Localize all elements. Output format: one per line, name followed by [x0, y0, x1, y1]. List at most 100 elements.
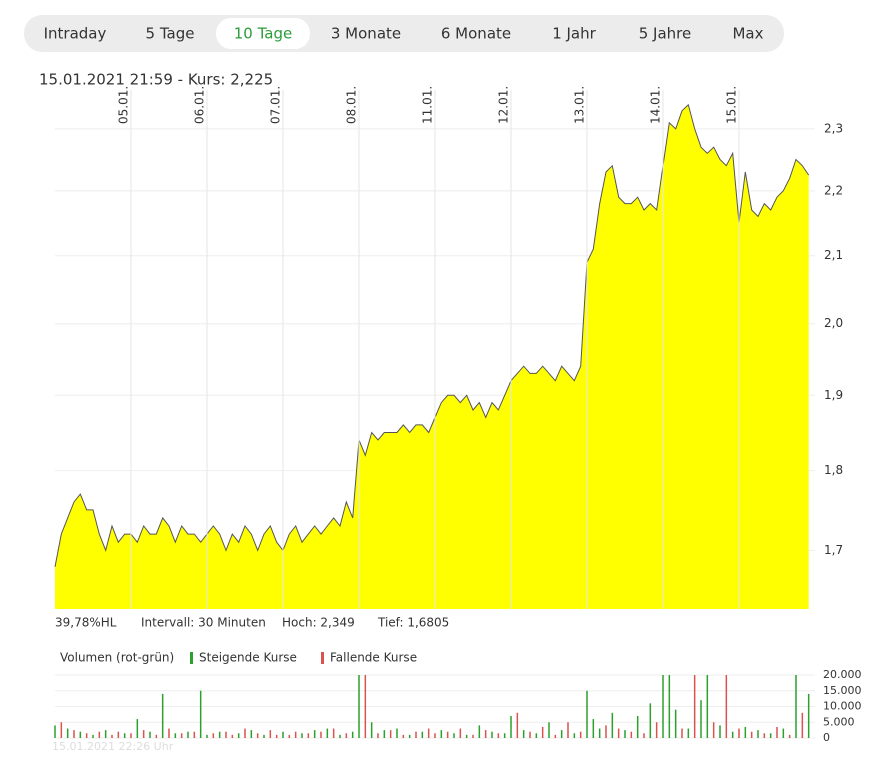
volume-bar — [117, 731, 120, 738]
tab[interactable]: 3 Monate — [331, 25, 401, 43]
legend-label: Steigende Kurse — [199, 651, 297, 665]
tab[interactable]: 5 Tage — [146, 25, 195, 43]
volume-bar — [541, 726, 544, 738]
volume-bar — [282, 731, 284, 738]
volume-bar — [611, 712, 614, 738]
volume-bar — [529, 731, 531, 738]
volume-bar — [66, 728, 69, 738]
volume-bar — [54, 725, 56, 738]
volume-bar — [795, 675, 797, 738]
volume-bar — [364, 675, 367, 738]
y-tick-label: 2,0 — [824, 316, 843, 330]
volume-bar — [307, 733, 310, 738]
volume-bar — [339, 734, 341, 738]
volume-bar — [320, 731, 322, 738]
x-tick-label: 11.01. — [421, 86, 435, 124]
tab[interactable]: 5 Jahre — [639, 25, 692, 43]
volume-bar — [497, 733, 500, 738]
x-tick-label: 15.01. — [725, 86, 739, 124]
volume-bar — [136, 719, 139, 738]
volume-bar — [510, 715, 512, 738]
volume-bar — [744, 726, 747, 738]
volume-bar — [681, 728, 683, 738]
x-tick-label: 12.01. — [497, 86, 511, 124]
volume-bar — [377, 733, 379, 738]
volume-bar — [801, 712, 804, 738]
volume-bar — [415, 731, 417, 738]
price-line — [54, 103, 810, 567]
y-tick-label: 15.000 — [823, 684, 862, 697]
volume-bar — [503, 733, 506, 738]
tab[interactable]: Intraday — [44, 25, 107, 43]
volume-bar — [763, 733, 766, 738]
volume-bar — [725, 675, 728, 738]
stat: Tief: 1,6805 — [377, 616, 449, 630]
timestamp: 15.01.2021 22:26 Uhr — [52, 740, 174, 753]
stat: Hoch: 2,349 — [282, 616, 355, 630]
volume-bar — [535, 733, 538, 738]
volume-bar — [478, 725, 481, 738]
legend-swatch — [321, 652, 324, 664]
volume-bar — [453, 733, 455, 738]
x-tick-label: 05.01. — [117, 86, 131, 124]
volume-bar — [383, 730, 386, 738]
y-tick-label: 2,1 — [824, 248, 843, 262]
tab[interactable]: 1 Jahr — [552, 25, 596, 43]
volume-bar — [605, 725, 607, 738]
volume-bar — [250, 730, 253, 738]
volume-bar — [757, 730, 759, 738]
volume-bar — [73, 730, 75, 738]
volume-bar — [408, 734, 411, 738]
legend-label: Fallende Kurse — [330, 651, 417, 665]
volume-bar — [288, 734, 291, 738]
volume-bar — [624, 730, 626, 738]
volume-bar — [719, 725, 721, 738]
volume-bar — [440, 730, 443, 738]
tab[interactable]: 10 Tage — [234, 25, 292, 43]
volume-bar — [649, 703, 652, 738]
volume-bar — [807, 693, 810, 738]
volume-bar — [161, 693, 164, 738]
volume-bar — [218, 731, 221, 738]
volume-bar — [516, 712, 519, 738]
volume-bar — [231, 734, 234, 738]
volume-bar — [389, 730, 392, 738]
volume-bar — [85, 733, 88, 738]
stat: 39,78%HL — [55, 616, 117, 630]
volume-bar — [643, 733, 645, 738]
volume-bar — [358, 675, 360, 738]
y-tick-label: 2,2 — [824, 183, 843, 197]
volume-bar — [174, 733, 177, 738]
volume-bar — [155, 734, 158, 738]
volume-bar — [123, 733, 126, 738]
volume-bar — [465, 734, 468, 738]
volume-title: Volumen (rot-grün) — [60, 651, 174, 665]
volume-bar — [142, 730, 145, 738]
volume-bar — [573, 733, 576, 738]
tab[interactable]: 6 Monate — [441, 25, 511, 43]
volume-bar — [598, 728, 601, 738]
y-tick-label: 1,8 — [824, 463, 843, 477]
volume-bar — [579, 731, 582, 738]
volume-bar — [237, 733, 240, 738]
volume-bar — [396, 728, 398, 738]
volume-bar — [263, 734, 265, 738]
volume-bar — [554, 734, 557, 738]
volume-bar — [225, 731, 227, 738]
tab[interactable]: Max — [732, 25, 763, 43]
x-tick-label: 07.01. — [269, 86, 283, 124]
volume-bar — [111, 734, 113, 738]
volume-bar — [92, 734, 94, 738]
volume-bar — [326, 728, 329, 738]
volume-bar — [370, 722, 373, 738]
volume-bar — [212, 733, 215, 738]
volume-bar — [180, 733, 183, 738]
volume-bar — [187, 731, 189, 738]
volume-bar — [446, 731, 449, 738]
y-tick-label: 2,3 — [824, 121, 843, 135]
x-tick-label: 13.01. — [573, 86, 587, 124]
volume-bar — [294, 731, 297, 738]
volume-bar — [301, 733, 303, 738]
y-tick-label: 0 — [823, 731, 830, 744]
